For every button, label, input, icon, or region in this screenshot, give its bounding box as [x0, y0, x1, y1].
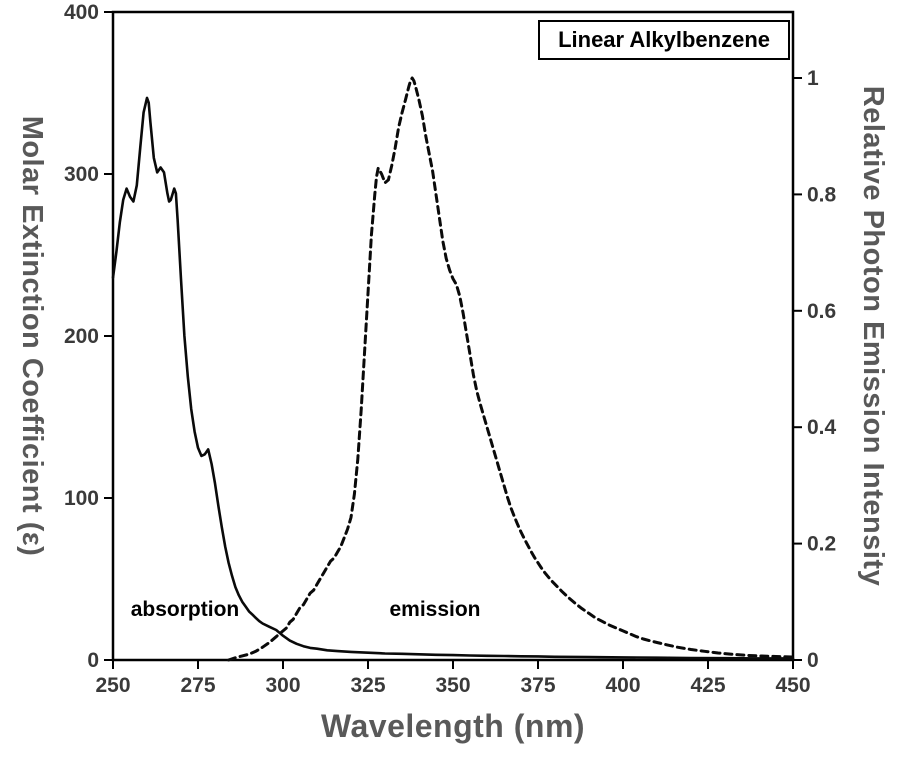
x-tick-label: 350	[435, 674, 470, 697]
emission-label: emission	[389, 598, 481, 621]
y-right-tick-label: 0.8	[807, 183, 837, 206]
y-left-tick-label: 400	[64, 1, 99, 24]
x-tick-label: 375	[520, 674, 555, 697]
x-tick-label: 450	[775, 674, 810, 697]
x-tick-label: 425	[690, 674, 725, 697]
left-axis-title: Molar Extinction Coefficient (ε)	[16, 115, 48, 557]
y-right-tick-label: 0.4	[807, 416, 837, 439]
y-left-tick-label: 300	[64, 163, 99, 186]
x-tick-label: 250	[95, 674, 130, 697]
y-right-tick-label: 0.6	[807, 300, 836, 323]
y-right-tick-label: 1	[807, 67, 819, 90]
right-axis-title: Relative Photon Emission Intensity	[857, 85, 889, 587]
x-tick-label: 400	[605, 674, 640, 697]
y-left-tick-label: 0	[87, 649, 99, 672]
emission-curve	[227, 76, 795, 662]
y-left-tick-label: 200	[64, 325, 99, 348]
x-tick-label: 300	[265, 674, 300, 697]
absorption-label: absorption	[130, 598, 240, 621]
plot-border	[111, 10, 795, 662]
absorption-curve	[111, 96, 795, 660]
y-right-tick-label: 0	[807, 649, 819, 672]
x-axis-title: Wavelength (nm)	[320, 708, 586, 744]
y-right-tick-label: 0.2	[807, 533, 836, 556]
x-tick-label: 275	[180, 674, 215, 697]
y-left-tick-label: 100	[64, 487, 99, 510]
x-tick-label: 325	[350, 674, 385, 697]
legend-title-box: Linear Alkylbenzene	[538, 20, 790, 60]
